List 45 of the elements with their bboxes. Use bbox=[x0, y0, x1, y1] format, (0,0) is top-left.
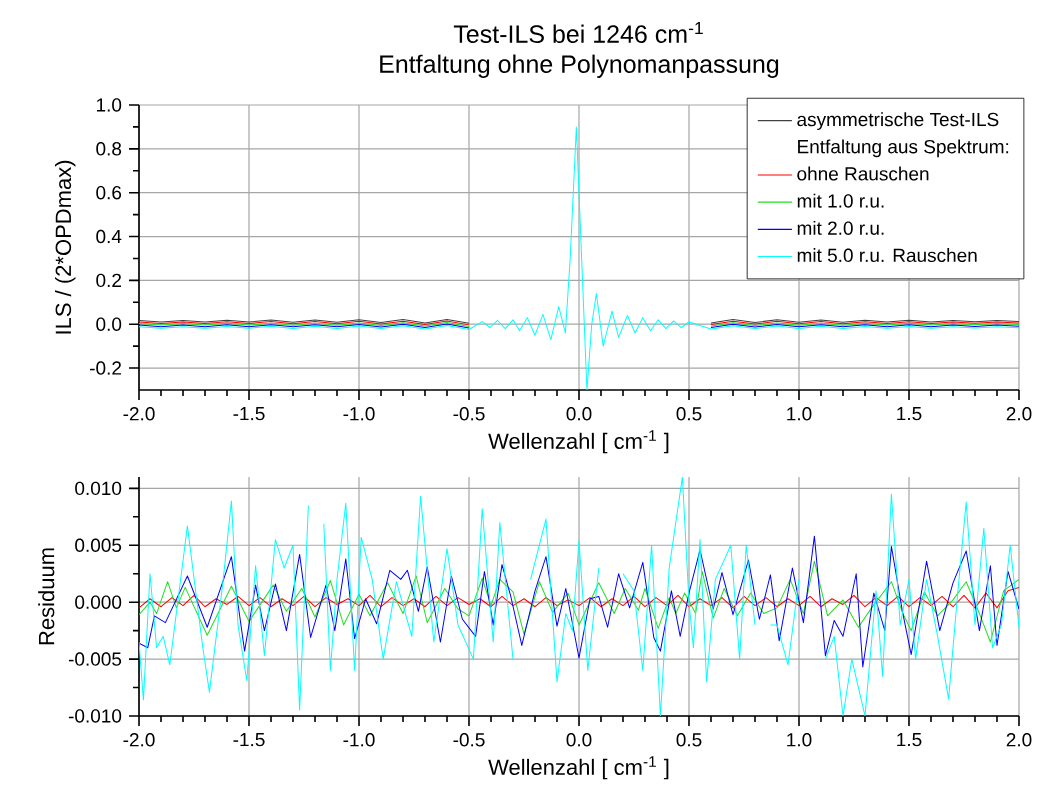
y-tick-label: 0.6 bbox=[96, 185, 122, 200]
x-tick-label: 0.0 bbox=[566, 733, 592, 747]
y-axis-title: ILS / (2*OPDmax) bbox=[54, 160, 76, 334]
x-tick-label: -0.5 bbox=[453, 733, 485, 747]
x-axis-title: Wellenzahl [ cm$^{-1}$ ] bbox=[488, 430, 669, 454]
y-axis-title: Residuum bbox=[38, 548, 55, 645]
annotation: Entfaltung aus Spektrum: bbox=[798, 139, 1009, 158]
legend-label: mit 1.0 r.u. bbox=[797, 193, 884, 208]
x-tick-label: -1.5 bbox=[233, 733, 265, 747]
x-tick-label: -1.0 bbox=[343, 407, 375, 421]
line-series bbox=[139, 560, 1019, 643]
x-tick-label: -1.0 bbox=[343, 733, 375, 747]
x-tick-label: 0.5 bbox=[676, 407, 702, 421]
y-tick-label: -0.010 bbox=[68, 709, 122, 723]
chart-subtitle: Entfaltung ohne Polynomanpassung bbox=[380, 54, 779, 78]
x-tick-label: 2.0 bbox=[1006, 733, 1032, 747]
y-tick-label: 0.005 bbox=[75, 538, 122, 552]
y-tick-label: 0.000 bbox=[75, 595, 122, 609]
x-tick-label: 1.0 bbox=[787, 407, 812, 421]
x-tick-label: -2.0 bbox=[123, 407, 155, 421]
legend-label: mit 5.0 r.u. Rauschen bbox=[797, 248, 977, 263]
line-series bbox=[139, 586, 1019, 609]
x-tick-label: 1.5 bbox=[897, 733, 922, 747]
x-tick-label: -2.0 bbox=[123, 733, 155, 747]
y-tick-label: 0.4 bbox=[96, 229, 122, 244]
y-tick-label: 0.2 bbox=[96, 273, 121, 288]
y-tick-label: 1.0 bbox=[96, 98, 122, 112]
legend-label: ohne Rauschen bbox=[797, 166, 929, 181]
x-tick-label: -1.5 bbox=[233, 407, 265, 421]
legend-label: mit 2.0 r.u. bbox=[797, 220, 884, 235]
x-tick-label: 0.0 bbox=[566, 407, 592, 421]
legend-label: asymmetrische Test-ILS bbox=[797, 112, 999, 130]
y-tick-label: -0.2 bbox=[90, 361, 121, 375]
x-axis-title: Wellenzahl [ cm$^{-1}$ ] bbox=[488, 756, 669, 780]
x-tick-label: 2.0 bbox=[1006, 407, 1032, 421]
y-tick-label: 0.0 bbox=[96, 317, 122, 331]
chart-title: Test-ILS bei 1246 cm$^{-1}$ bbox=[453, 21, 703, 43]
y-tick-label: -0.005 bbox=[68, 652, 122, 666]
y-tick-label: 0.010 bbox=[75, 481, 122, 496]
x-tick-label: 1.5 bbox=[897, 407, 922, 421]
line-series bbox=[139, 535, 1019, 668]
x-tick-label: 0.5 bbox=[676, 733, 702, 747]
y-tick-label: 0.8 bbox=[96, 142, 122, 156]
x-tick-label: 1.0 bbox=[787, 733, 812, 747]
x-tick-label: -0.5 bbox=[453, 407, 485, 421]
